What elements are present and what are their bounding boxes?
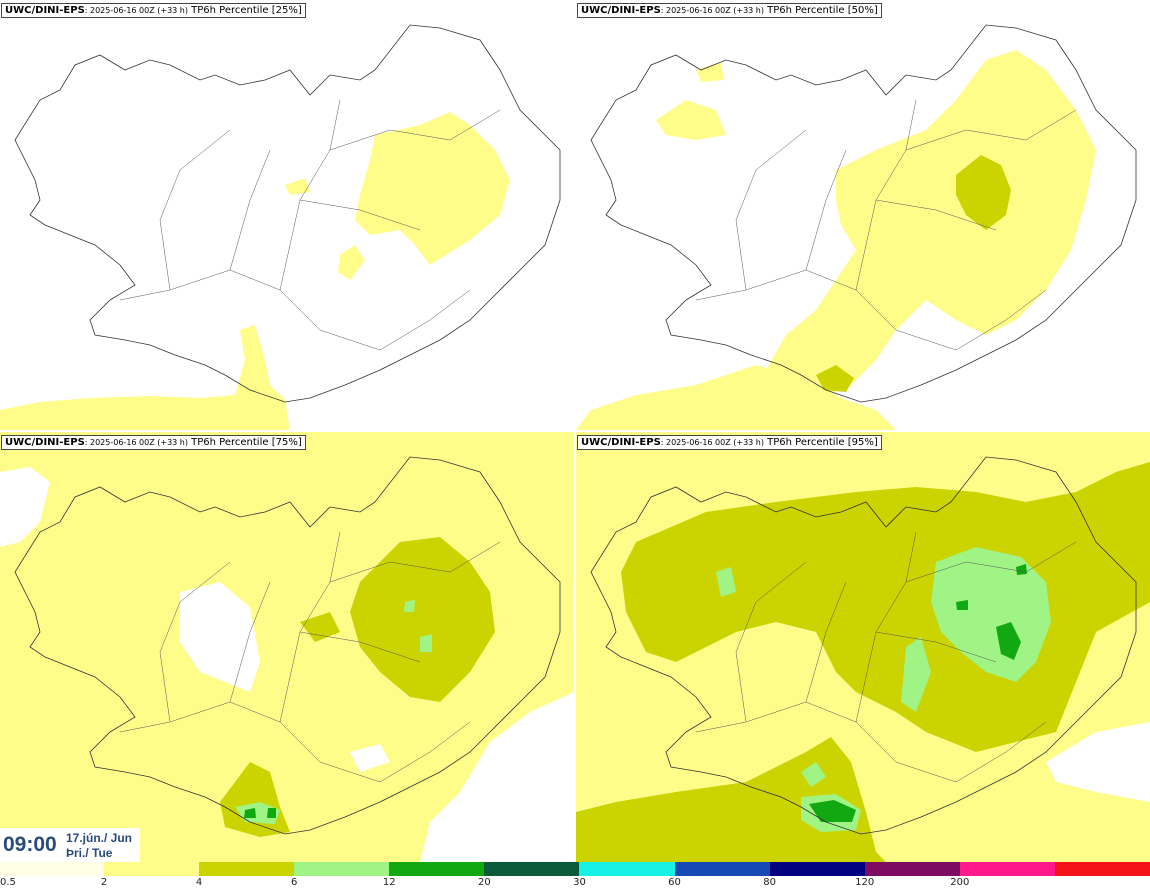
road-network (119, 531, 501, 783)
precip-area-mid (350, 537, 495, 702)
map-panel-50: UWC/DINI-EPS: 2025-06-16 00Z (+33 h) TP6… (576, 0, 1150, 430)
iceland-coastline (14, 456, 561, 835)
precip-area-mid (300, 612, 340, 642)
legend-tick-label: 6 (290, 877, 298, 888)
legend-swatch (294, 862, 390, 876)
precip-area-max (267, 808, 276, 818)
precip-area-high (716, 567, 736, 597)
map-panel-25: UWC/DINI-EPS: 2025-06-16 00Z (+33 h) TP6… (0, 0, 574, 430)
precip-area-low (576, 365, 896, 430)
valid-time: 09:00 (3, 833, 57, 856)
precip-map (0, 432, 574, 862)
precip-area-low (656, 100, 726, 140)
dry-area (420, 692, 574, 862)
legend-swatch (864, 862, 960, 876)
valid-date: 17.jún./ Jun (66, 831, 133, 845)
legend-tick-label: 120 (855, 877, 875, 888)
precip-area-low (285, 178, 310, 195)
iceland-coastline (590, 24, 1137, 403)
precip-area-low (355, 112, 510, 265)
legend-swatch (1054, 862, 1150, 876)
dry-area (0, 467, 50, 547)
map-panel-75: UWC/DINI-EPS: 2025-06-16 00Z (+33 h) TP6… (0, 432, 574, 862)
road-network (695, 99, 1077, 351)
legend-swatch (104, 862, 200, 876)
road-network (119, 99, 501, 351)
precip-area-max (1016, 564, 1027, 575)
legend-swatch (769, 862, 865, 876)
valid-time-box: 09:00 17.jún./ Jun Þri./ Tue (0, 828, 140, 862)
panel-title: UWC/DINI-EPS: 2025-06-16 00Z (+33 h) TP6… (1, 3, 306, 18)
legend-tick-label: 60 (668, 877, 681, 888)
legend-tick-label: 4 (195, 877, 203, 888)
precip-area-low (0, 325, 290, 430)
precip-map (576, 432, 1150, 862)
legend-tick-label: 0.5 (0, 877, 16, 888)
iceland-coastline (590, 456, 1137, 835)
precip-area-high (404, 600, 415, 612)
precip-area-high (931, 547, 1051, 682)
legend-swatch (484, 862, 580, 876)
precip-area-max (996, 622, 1021, 660)
panel-title: UWC/DINI-EPS: 2025-06-16 00Z (+33 h) TP6… (577, 435, 882, 450)
legend-color-bar (0, 862, 1150, 876)
precip-area-mid (816, 365, 854, 392)
legend-tick-label: 200 (950, 877, 970, 888)
precip-area-max (809, 800, 856, 822)
precip-area-low (696, 62, 724, 82)
road-network (695, 531, 1077, 783)
legend-swatch (674, 862, 770, 876)
dry-area (350, 744, 390, 772)
map-panel-95: UWC/DINI-EPS: 2025-06-16 00Z (+33 h) TP6… (576, 432, 1150, 862)
legend-tick-label: 2 (100, 877, 108, 888)
legend-tick-label: 30 (573, 877, 586, 888)
legend-tick-label: 80 (763, 877, 776, 888)
precip-map (576, 24, 1137, 430)
color-legend: 0.5 2 4 6 12 20 30 60 80 120 200 (0, 862, 1150, 891)
precip-area-max (956, 600, 968, 610)
precip-map (0, 24, 561, 430)
precip-area-mid (956, 155, 1011, 230)
precip-area-low (338, 245, 365, 280)
legend-swatch (959, 862, 1055, 876)
precip-area-high (420, 634, 432, 652)
precip-area-high (235, 802, 280, 824)
panel-title: UWC/DINI-EPS: 2025-06-16 00Z (+33 h) TP6… (577, 3, 882, 18)
iceland-coastline (14, 24, 561, 403)
valid-weekday: Þri./ Tue (66, 846, 113, 860)
legend-swatch (199, 862, 295, 876)
precip-area-high (801, 762, 826, 787)
legend-swatch (389, 862, 485, 876)
legend-swatch (0, 862, 104, 876)
precip-area-high (901, 637, 931, 712)
dry-area (180, 582, 260, 692)
legend-swatch (579, 862, 675, 876)
dry-area (1046, 722, 1150, 802)
legend-tick-label: 20 (477, 877, 491, 888)
legend-tick-label: 12 (382, 877, 396, 888)
panel-title: UWC/DINI-EPS: 2025-06-16 00Z (+33 h) TP6… (1, 435, 306, 450)
precip-area-max (244, 808, 256, 818)
precip-area-low (766, 50, 1096, 395)
